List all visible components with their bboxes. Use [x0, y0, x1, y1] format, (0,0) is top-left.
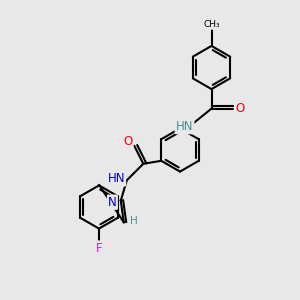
Text: N: N [108, 196, 117, 209]
Text: O: O [123, 135, 132, 148]
Text: HN: HN [176, 120, 193, 133]
Text: CH₃: CH₃ [203, 20, 220, 29]
Text: H: H [130, 216, 137, 226]
Text: O: O [235, 102, 244, 115]
Text: F: F [96, 242, 102, 255]
Text: HN: HN [107, 172, 125, 185]
